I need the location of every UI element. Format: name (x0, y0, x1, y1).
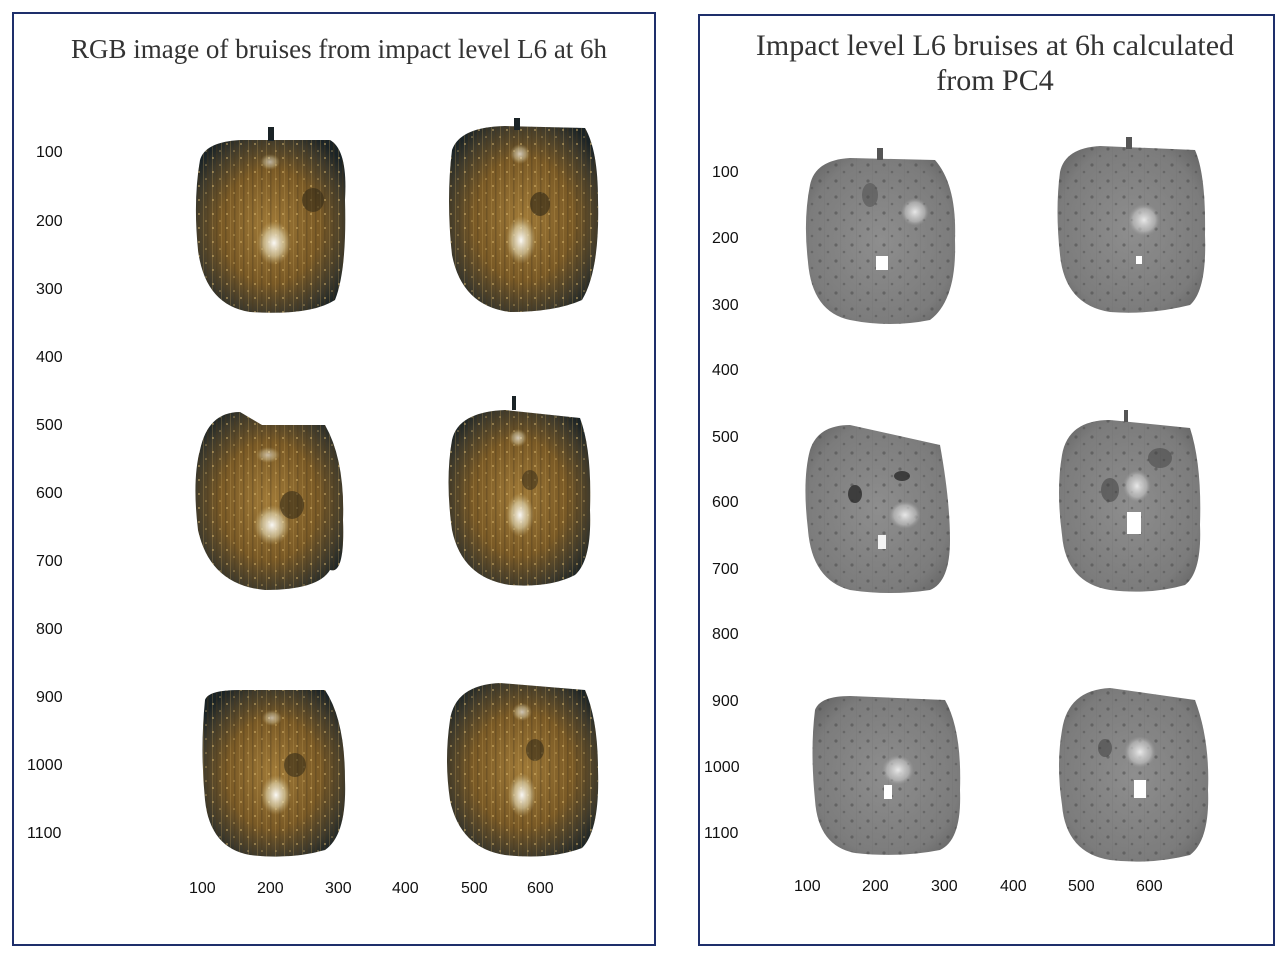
right-x-tick: 500 (1068, 878, 1095, 895)
right-y-tick: 700 (712, 561, 739, 578)
pc4-apple (805, 425, 950, 593)
left-y-tick: 200 (36, 213, 63, 230)
left-y-tick: 900 (36, 689, 63, 706)
left-y-tick: 600 (36, 485, 63, 502)
right-x-tick: 300 (931, 878, 958, 895)
right-x-tick: 200 (862, 878, 889, 895)
right-y-tick: 300 (712, 297, 739, 314)
right-y-tick: 200 (712, 230, 739, 247)
rgb-apple (449, 118, 599, 312)
right-x-tick: 600 (1136, 878, 1163, 895)
right-x-tick: 100 (794, 878, 821, 895)
right-y-tick: 1100 (704, 825, 739, 842)
rgb-apple (195, 127, 346, 313)
left-x-tick: 100 (189, 880, 216, 897)
right-y-tick: 900 (712, 693, 739, 710)
right-x-tick: 400 (1000, 878, 1027, 895)
left-panel-title: RGB image of bruises from impact level L… (70, 34, 608, 64)
left-x-tick: 200 (257, 880, 284, 897)
left-y-tick: 1100 (27, 825, 62, 842)
left-y-tick: 800 (36, 621, 63, 638)
right-y-tick: 600 (712, 494, 739, 511)
left-x-tick: 400 (392, 880, 419, 897)
right-y-tick: 800 (712, 626, 739, 643)
rgb-apple (448, 396, 591, 586)
right-y-tick: 500 (712, 429, 739, 446)
left-x-tick: 500 (461, 880, 488, 897)
left-x-tick: 600 (527, 880, 554, 897)
right-y-tick: 1000 (704, 759, 740, 776)
left-y-tick: 400 (36, 349, 63, 366)
left-y-tick: 500 (36, 417, 63, 434)
rgb-apple (447, 683, 599, 857)
right-y-tick: 400 (712, 362, 739, 379)
left-y-tick: 1000 (27, 757, 63, 774)
right-panel-title: Impact level L6 bruises at 6h calculated… (755, 29, 1235, 98)
pc4-apple (1059, 688, 1209, 862)
left-y-tick: 700 (36, 553, 63, 570)
rgb-apple (202, 690, 346, 857)
left-x-tick: 300 (325, 880, 352, 897)
left-y-tick: 100 (36, 144, 63, 161)
pc4-apple (812, 696, 961, 855)
pc4-apple (1057, 137, 1206, 313)
left-y-tick: 300 (36, 281, 63, 298)
pc4-apple (1059, 410, 1201, 592)
pc4-apple (805, 148, 956, 324)
right-y-tick: 100 (712, 164, 739, 181)
rgb-apple (195, 412, 344, 590)
